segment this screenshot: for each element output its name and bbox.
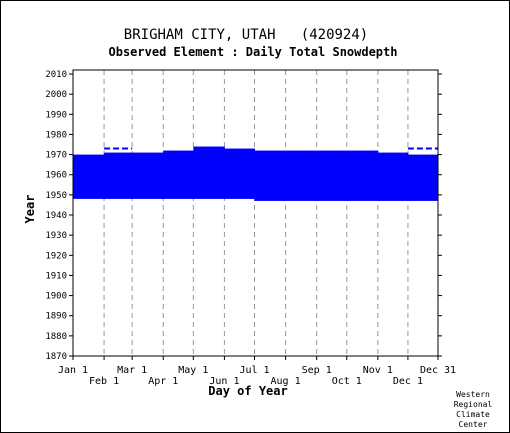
data-block [104, 152, 133, 199]
plot-border [72, 69, 439, 357]
x-tick-label: Jul 1 [239, 365, 269, 376]
y-tick-label: 1990 [45, 110, 67, 120]
x-tick-label: Sep 1 [302, 365, 332, 376]
y-tick-label: 2000 [45, 90, 67, 100]
x-tick-label: Jan 1 [58, 365, 88, 376]
y-tick-label: 1890 [45, 312, 67, 322]
x-tick-label: Nov 1 [363, 365, 393, 376]
data-block [224, 148, 255, 199]
chart-subtitle: Observed Element : Daily Total Snowdepth [109, 45, 398, 59]
credit-line: Regional [453, 400, 493, 409]
x-tick-label: May 1 [178, 365, 208, 376]
y-tick-label: 1950 [45, 191, 67, 201]
y-tick-label: 1900 [45, 292, 67, 302]
chart-title: BRIGHAM CITY, UTAH (420924) [124, 27, 368, 43]
credit-line: Center [458, 420, 488, 429]
y-tick-label: 1980 [45, 130, 67, 140]
data-block [407, 154, 439, 201]
credit-line: Western [456, 390, 490, 399]
y-axis-label: Year [23, 195, 37, 224]
x-tick-label: Dec 1 [393, 376, 423, 387]
data-block [316, 150, 348, 201]
data-block [377, 152, 409, 201]
y-tick-label: 2010 [45, 70, 67, 80]
y-tick-label: 1930 [45, 231, 67, 241]
y-tick-label: 1920 [45, 251, 67, 261]
data-block [285, 150, 318, 201]
data-block [163, 150, 194, 199]
data-block [254, 150, 287, 201]
data-block [73, 154, 105, 199]
x-tick-label: Apr 1 [148, 376, 178, 387]
credit-line: Climate [456, 410, 490, 419]
y-tick-label: 1870 [45, 352, 67, 362]
x-tick-label: Feb 1 [89, 376, 119, 387]
plot-background [73, 70, 438, 356]
data-block [193, 146, 225, 199]
y-tick-label: 1880 [45, 332, 67, 342]
y-tick-label: 1940 [45, 211, 67, 221]
y-tick-label: 1970 [45, 151, 67, 161]
x-tick-label: Aug 1 [271, 376, 301, 387]
data-block [346, 150, 379, 201]
plot-area: 1870 1880 1890 1900 1910 1920 1930 1940 1950 1960… [45, 69, 456, 387]
x-tick-label: Oct 1 [332, 376, 362, 387]
x-tick-label: Jun 1 [209, 376, 239, 387]
y-tick-label: 1910 [45, 271, 67, 281]
data-block [132, 152, 164, 199]
x-tick-label: Mar 1 [117, 365, 147, 376]
credit-text: Western Regional Climate Center [443, 390, 503, 430]
x-axis-label: Day of Year [208, 384, 287, 398]
x-tick-label: Dec 31 [420, 365, 456, 376]
y-tick-label: 1960 [45, 171, 67, 181]
